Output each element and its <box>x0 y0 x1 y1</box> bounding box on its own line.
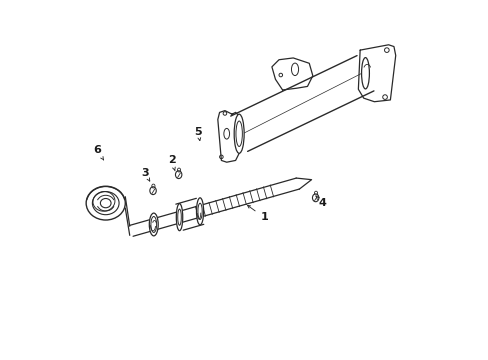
Ellipse shape <box>361 58 368 89</box>
Ellipse shape <box>149 213 158 236</box>
Ellipse shape <box>196 198 203 225</box>
Ellipse shape <box>149 187 156 195</box>
Ellipse shape <box>175 171 182 179</box>
Text: 4: 4 <box>315 196 326 208</box>
Text: 5: 5 <box>194 127 202 141</box>
Text: 6: 6 <box>93 145 103 160</box>
Ellipse shape <box>234 114 244 153</box>
Ellipse shape <box>176 204 183 231</box>
Text: 1: 1 <box>247 205 267 222</box>
Text: 2: 2 <box>167 156 175 171</box>
Ellipse shape <box>312 194 318 202</box>
Ellipse shape <box>86 186 125 220</box>
Text: 3: 3 <box>141 168 149 181</box>
